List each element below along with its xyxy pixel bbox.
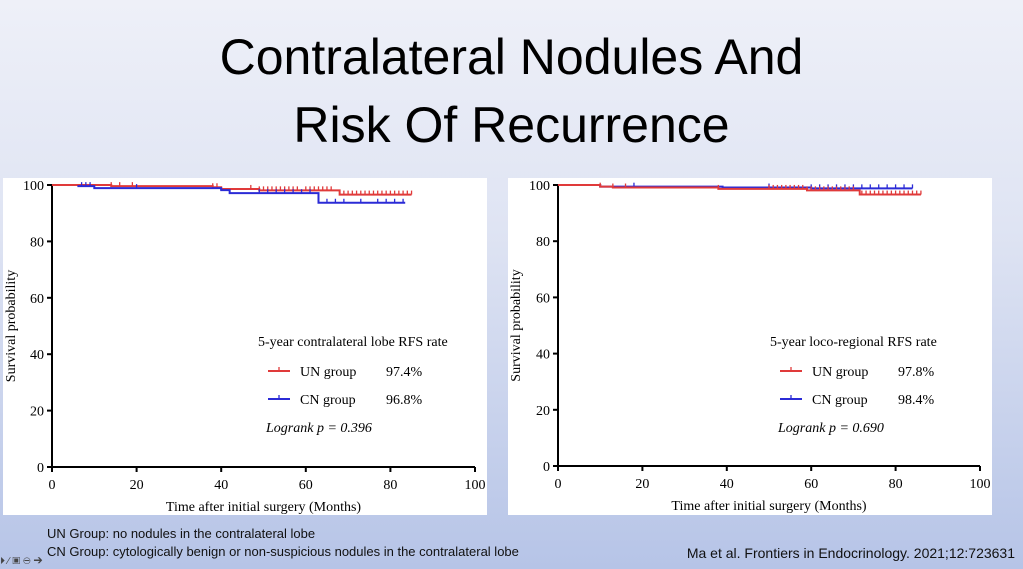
x-tick-label: 0 — [49, 478, 56, 493]
x-tick-label: 20 — [130, 478, 144, 493]
legend-label: UN group — [300, 365, 356, 380]
y-tick-label: 100 — [23, 179, 44, 194]
y-axis-title: Survival probability — [4, 270, 19, 382]
y-tick-label: 0 — [37, 461, 44, 476]
slide-title-line-2: Risk Of Recurrence — [293, 97, 730, 153]
slide-toolbar[interactable]: ⏵ ∕ ▣ ⊖ ➔ — [0, 556, 43, 567]
legend-rate: 96.8% — [386, 393, 423, 408]
x-tick-label: 60 — [299, 478, 313, 493]
x-tick-label: 0 — [555, 477, 562, 492]
x-tick-label: 40 — [720, 477, 734, 492]
legend-label: CN group — [300, 393, 356, 408]
logrank-annotation: Logrank p = 0.396 — [265, 421, 372, 436]
km-chart-locoregional: 0 20 40 60 80 100 0 20 40 60 80 100 Time after initi… — [508, 178, 992, 515]
x-tick-label: 100 — [970, 477, 991, 492]
citation: Ma et al. Frontiers in Endocrinology. 20… — [686, 545, 1015, 561]
legend-rate: 98.4% — [898, 393, 935, 408]
legend-title: 5-year loco-regional RFS rate — [770, 335, 937, 350]
un-group-note: UN Group: no nodules in the contralatera… — [47, 526, 316, 541]
legend-rate: 97.4% — [386, 365, 423, 380]
y-tick-label: 20 — [30, 405, 44, 420]
y-tick-label: 60 — [30, 292, 44, 307]
legend-label: UN group — [812, 365, 868, 380]
legend-title: 5-year contralateral lobe RFS rate — [258, 335, 448, 350]
km-chart-contralateral: 0 20 40 60 80 100 0 20 40 60 80 100 Time after initi… — [3, 178, 487, 515]
legend-rate: 97.8% — [898, 365, 935, 380]
y-tick-label: 80 — [30, 235, 44, 250]
y-tick-label: 0 — [543, 460, 550, 475]
x-tick-label: 80 — [383, 478, 397, 493]
x-tick-label: 80 — [889, 477, 903, 492]
x-tick-label: 40 — [214, 478, 228, 493]
logrank-annotation: Logrank p = 0.690 — [777, 421, 884, 436]
y-tick-label: 20 — [536, 404, 550, 419]
y-tick-label: 40 — [30, 348, 44, 363]
cn-group-note: CN Group: cytologically benign or non-su… — [47, 544, 519, 559]
y-axis-title: Survival probability — [509, 269, 524, 381]
survival-curve-cn — [77, 185, 406, 204]
y-tick-label: 60 — [536, 291, 550, 306]
x-axis-title: Time after initial surgery (Months) — [166, 500, 362, 515]
x-axis-title: Time after initial surgery (Months) — [671, 499, 867, 514]
x-tick-label: 100 — [465, 478, 486, 493]
y-tick-label: 80 — [536, 235, 550, 250]
slide-title-line-1: Contralateral Nodules And — [219, 29, 804, 85]
legend-label: CN group — [812, 393, 868, 408]
y-tick-label: 100 — [529, 179, 550, 194]
y-tick-label: 40 — [536, 348, 550, 363]
x-tick-label: 60 — [804, 477, 818, 492]
x-tick-label: 20 — [635, 477, 649, 492]
